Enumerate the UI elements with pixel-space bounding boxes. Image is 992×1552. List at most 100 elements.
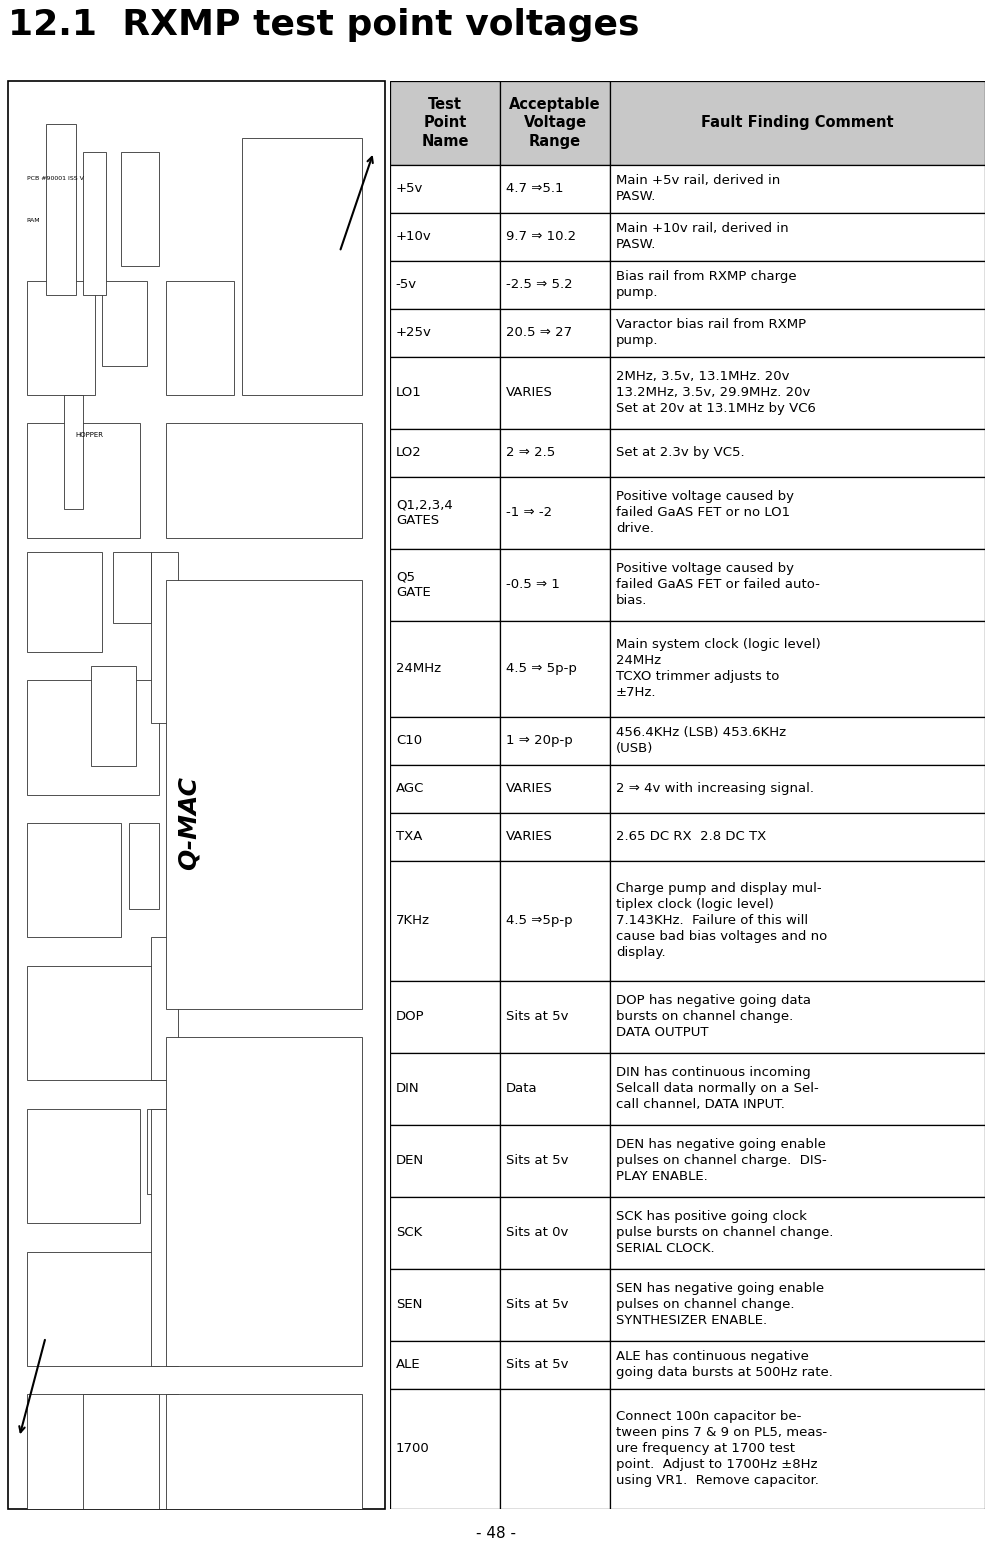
- Bar: [500, 81, 610, 165]
- Text: DOP has negative going data
bursts on channel change.
DATA OUTPUT: DOP has negative going data bursts on ch…: [616, 995, 811, 1040]
- Bar: [610, 261, 985, 309]
- Bar: [27, 553, 102, 652]
- Bar: [390, 1052, 500, 1125]
- Text: DEN has negative going enable
pulses on channel charge.  DIS-
PLAY ENABLE.: DEN has negative going enable pulses on …: [616, 1138, 826, 1183]
- Bar: [500, 476, 610, 549]
- Text: Positive voltage caused by
failed GaAS FET or failed auto-
bias.: Positive voltage caused by failed GaAS F…: [616, 562, 820, 607]
- Bar: [500, 621, 610, 717]
- Text: -2.5 ⇒ 5.2: -2.5 ⇒ 5.2: [506, 278, 572, 292]
- Text: Main +10v rail, derived in
PASW.: Main +10v rail, derived in PASW.: [616, 222, 789, 251]
- Bar: [500, 213, 610, 261]
- Bar: [610, 1125, 985, 1197]
- Bar: [610, 717, 985, 765]
- Text: +25v: +25v: [396, 326, 432, 340]
- Text: +5v: +5v: [396, 182, 424, 196]
- Text: VARIES: VARIES: [506, 386, 553, 399]
- Text: DEN: DEN: [396, 1155, 424, 1167]
- Bar: [83, 152, 106, 295]
- Bar: [390, 428, 500, 476]
- Text: VARIES: VARIES: [506, 830, 553, 843]
- Text: PCB #90001 ISS V: PCB #90001 ISS V: [27, 175, 83, 180]
- Bar: [390, 81, 500, 165]
- Bar: [610, 621, 985, 717]
- Bar: [64, 394, 83, 509]
- Text: ALE: ALE: [396, 1358, 421, 1370]
- Bar: [390, 357, 500, 428]
- Text: LO1: LO1: [396, 386, 422, 399]
- Text: 12.1  RXMP test point voltages: 12.1 RXMP test point voltages: [8, 8, 640, 42]
- Bar: [27, 1251, 159, 1366]
- Bar: [610, 309, 985, 357]
- Text: ALE has continuous negative
going data bursts at 500Hz rate.: ALE has continuous negative going data b…: [616, 1350, 833, 1380]
- Text: AGC: AGC: [396, 782, 425, 795]
- Bar: [500, 357, 610, 428]
- Bar: [500, 428, 610, 476]
- Bar: [27, 1108, 140, 1223]
- Bar: [167, 424, 362, 537]
- Text: HOPPER: HOPPER: [75, 431, 104, 438]
- Bar: [500, 717, 610, 765]
- Bar: [610, 813, 985, 861]
- Text: -1 ⇒ -2: -1 ⇒ -2: [506, 506, 552, 520]
- Text: DIN has continuous incoming
Selcall data normally on a Sel-
call channel, DATA I: DIN has continuous incoming Selcall data…: [616, 1066, 818, 1111]
- Bar: [610, 476, 985, 549]
- Bar: [610, 165, 985, 213]
- Bar: [151, 1108, 178, 1366]
- Bar: [390, 549, 500, 621]
- Bar: [500, 813, 610, 861]
- Text: 2.65 DC RX  2.8 DC TX: 2.65 DC RX 2.8 DC TX: [616, 830, 766, 843]
- Text: Q1,2,3,4
GATES: Q1,2,3,4 GATES: [396, 498, 452, 528]
- Text: DOP: DOP: [396, 1010, 425, 1023]
- Text: 2 ⇒ 2.5: 2 ⇒ 2.5: [506, 445, 556, 459]
- Bar: [390, 861, 500, 981]
- Text: SCK has positive going clock
pulse bursts on channel change.
SERIAL CLOCK.: SCK has positive going clock pulse burst…: [616, 1211, 833, 1256]
- Text: Bias rail from RXMP charge
pump.: Bias rail from RXMP charge pump.: [616, 270, 797, 300]
- Text: Charge pump and display mul-
tiplex clock (logic level)
7.143KHz.  Failure of th: Charge pump and display mul- tiplex cloc…: [616, 882, 827, 959]
- Bar: [610, 213, 985, 261]
- Bar: [610, 1197, 985, 1268]
- Text: Connect 100n capacitor be-
tween pins 7 & 9 on PL5, meas-
ure frequency at 1700 : Connect 100n capacitor be- tween pins 7 …: [616, 1411, 827, 1487]
- Text: RAM: RAM: [27, 219, 41, 223]
- Bar: [610, 981, 985, 1052]
- Text: 4.5 ⇒ 5p-p: 4.5 ⇒ 5p-p: [506, 663, 576, 675]
- Text: -5v: -5v: [396, 278, 417, 292]
- Text: 4.5 ⇒5p-p: 4.5 ⇒5p-p: [506, 914, 572, 927]
- Text: Positive voltage caused by
failed GaAS FET or no LO1
drive.: Positive voltage caused by failed GaAS F…: [616, 490, 794, 535]
- Text: C10: C10: [396, 734, 422, 747]
- Bar: [390, 1197, 500, 1268]
- Bar: [151, 553, 178, 723]
- Text: VARIES: VARIES: [506, 782, 553, 795]
- Bar: [610, 861, 985, 981]
- Bar: [390, 1341, 500, 1389]
- Bar: [500, 1389, 610, 1509]
- Text: Q5
GATE: Q5 GATE: [396, 570, 431, 599]
- Bar: [500, 1341, 610, 1389]
- Bar: [610, 549, 985, 621]
- Bar: [610, 81, 985, 165]
- Bar: [27, 281, 94, 394]
- Bar: [113, 553, 151, 624]
- Text: Sits at 5v: Sits at 5v: [506, 1358, 568, 1370]
- Bar: [390, 309, 500, 357]
- Text: 456.4KHz (LSB) 453.6KHz
(USB): 456.4KHz (LSB) 453.6KHz (USB): [616, 726, 786, 756]
- Text: DIN: DIN: [396, 1082, 420, 1096]
- Bar: [167, 580, 362, 1009]
- Text: Data: Data: [506, 1082, 538, 1096]
- Text: Main system clock (logic level)
24MHz
TCXO trimmer adjusts to
±7Hz.: Main system clock (logic level) 24MHz TC…: [616, 638, 820, 698]
- Text: Sits at 5v: Sits at 5v: [506, 1010, 568, 1023]
- Text: Main +5v rail, derived in
PASW.: Main +5v rail, derived in PASW.: [616, 174, 781, 203]
- Bar: [390, 1268, 500, 1341]
- Text: 2MHz, 3.5v, 13.1MHz. 20v
13.2MHz, 3.5v, 29.9MHz. 20v
Set at 20v at 13.1MHz by VC: 2MHz, 3.5v, 13.1MHz. 20v 13.2MHz, 3.5v, …: [616, 371, 815, 416]
- Text: Sits at 5v: Sits at 5v: [506, 1155, 568, 1167]
- Bar: [500, 861, 610, 981]
- Text: Sits at 0v: Sits at 0v: [506, 1226, 568, 1238]
- Bar: [610, 357, 985, 428]
- Bar: [500, 765, 610, 813]
- Text: Varactor bias rail from RXMP
pump.: Varactor bias rail from RXMP pump.: [616, 318, 806, 348]
- Bar: [27, 823, 121, 937]
- Bar: [390, 213, 500, 261]
- Text: Set at 2.3v by VC5.: Set at 2.3v by VC5.: [616, 445, 745, 459]
- Bar: [390, 621, 500, 717]
- Bar: [610, 1341, 985, 1389]
- Bar: [610, 1268, 985, 1341]
